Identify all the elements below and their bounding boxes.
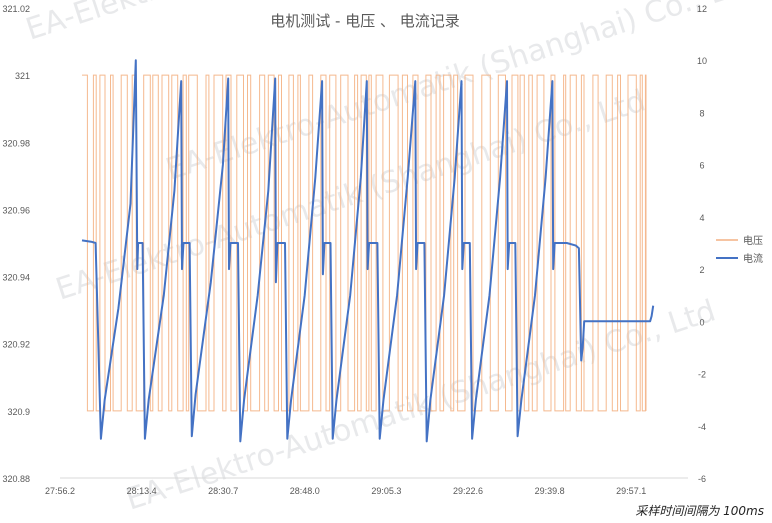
y-right-tick-label: 8 — [699, 108, 704, 118]
y-left-tick-label: 320.94 — [2, 273, 30, 283]
y-left-tick-label: 321 — [15, 71, 30, 81]
y-left-tick-label: 320.9 — [7, 407, 30, 417]
y-left-tick-label: 320.92 — [2, 340, 30, 350]
y-left-tick-label: 321.02 — [2, 4, 30, 14]
y-right-tick-label: -6 — [698, 474, 706, 484]
x-tick-label: 28:13.4 — [127, 486, 157, 496]
y-right-tick-label: 0 — [699, 317, 704, 327]
y-right-tick-label: -4 — [698, 422, 706, 432]
x-tick-label: 29:57.1 — [616, 486, 646, 496]
legend-label: 电流 — [743, 252, 763, 265]
y-right-tick-label: 12 — [697, 4, 707, 14]
x-tick-label: 28:30.7 — [208, 486, 238, 496]
watermark-text: EA-Elektro-Automatik (Shanghai) Co., Ltd — [122, 293, 720, 517]
y-right-tick-label: -2 — [698, 370, 706, 380]
y-right-tick-label: 4 — [699, 213, 704, 223]
x-tick-label: 29:22.6 — [453, 486, 483, 496]
x-tick-label: 28:48.0 — [290, 486, 320, 496]
axes: 321.02 321 320.98 320.96 320.94 320.92 320.9 32… — [2, 4, 707, 496]
x-tick-label: 27:56.2 — [45, 486, 75, 496]
y-right-tick-label: 6 — [699, 161, 704, 171]
y-right-tick-label: 2 — [699, 265, 704, 275]
current-series — [81, 59, 655, 443]
chart-title: 电机测试 - 电压 、 电流记录 — [270, 12, 460, 30]
y-left-tick-label: 320.88 — [2, 474, 30, 484]
y-left-tick-label: 320.96 — [2, 205, 30, 215]
current-line — [81, 59, 655, 443]
y-right-tick-label: 10 — [697, 56, 707, 66]
x-tick-label: 29:39.8 — [535, 486, 565, 496]
sampling-note: 采样时间间隔为 100ms — [635, 504, 764, 518]
voltage-line — [82, 74, 647, 412]
y-left-tick-label: 320.98 — [2, 138, 30, 148]
x-tick-label: 29:05.3 — [371, 486, 401, 496]
legend-label: 电压 — [743, 234, 763, 247]
voltage-series — [82, 74, 647, 412]
